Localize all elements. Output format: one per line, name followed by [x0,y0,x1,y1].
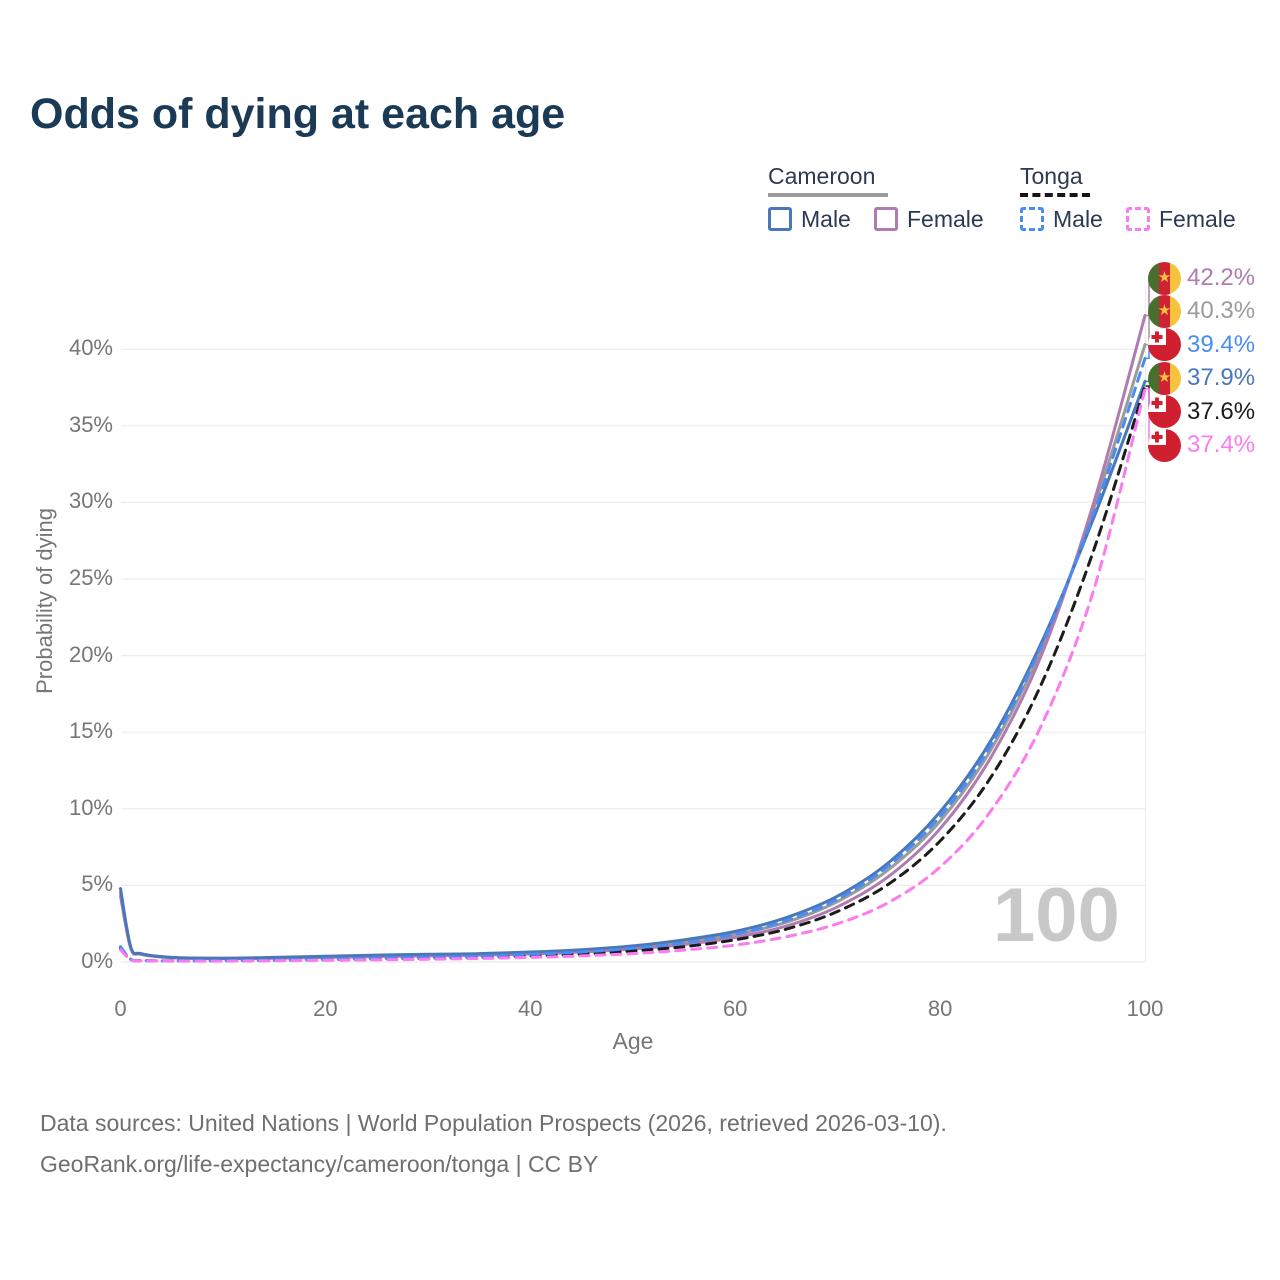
x-tick-label-40: 40 [518,996,543,1021]
cameroon-flag-icon: ★ [1148,261,1181,295]
x-tick-label-20: 20 [313,996,338,1021]
tonga-combined-line-swatch [1020,193,1090,197]
cameroon-combined-line-swatch [768,193,888,197]
legend-checkbox-cameroon-female[interactable] [874,207,898,231]
series-line-cameroon-both[interactable] [119,343,1147,960]
end-label-tonga-male: 39.4% [1148,327,1255,363]
y-tick-label-20: 20% [68,641,113,667]
series-line-cameroon-male[interactable] [119,379,1147,960]
age-watermark: 100 [993,873,1120,958]
tonga-flag-icon [1148,328,1181,362]
legend-checkbox-cameroon-male[interactable] [768,207,792,231]
y-tick-label-0: 0% [81,948,113,973]
end-label-tonga-female: 37.4% [1148,427,1255,463]
legend-group-tonga-title: Tonga [1020,163,1083,189]
cameroon-flag-icon: ★ [1148,294,1181,328]
y-tick-label-30: 30% [68,488,113,514]
end-label-cameroon-male: ★ 37.9% [1148,360,1255,396]
x-axis-title: Age [612,1028,654,1054]
x-tick-label-0: 0 [114,996,127,1021]
series-line-tonga-both[interactable] [119,384,1147,963]
series-line-tonga-female[interactable] [119,387,1147,963]
footer-attribution: GeoRank.org/life-expectancy/cameroon/ton… [40,1151,599,1177]
footer-data-sources: Data sources: United Nations | World Pop… [40,1110,947,1136]
end-label-cameroon-both: ★ 40.3% [1148,293,1255,329]
legend-label-cameroon-female: Female [907,206,984,232]
legend-label-tonga-female: Female [1159,206,1236,232]
series-end-value: 42.2% [1187,264,1256,291]
y-tick-label-5: 5% [81,871,113,897]
end-label-cameroon-female: ★ 42.2% [1148,260,1255,296]
legend-label-cameroon-male: Male [801,206,851,232]
legend-checkbox-tonga-female[interactable] [1126,207,1150,231]
tonga-flag-icon [1148,395,1181,429]
legend-group-cameroon-title: Cameroon [768,163,876,189]
cameroon-flag-icon: ★ [1148,361,1181,395]
series-end-value: 40.3% [1187,297,1256,325]
series-line-tonga-male[interactable] [119,356,1147,963]
tonga-flag-icon [1148,428,1181,462]
x-tick-label-100: 100 [1126,996,1164,1021]
end-label-tonga-both: 37.6% [1148,394,1255,430]
series-line-cameroon-female[interactable] [119,314,1147,961]
legend-checkbox-tonga-male[interactable] [1020,207,1044,231]
legend-label-tonga-male: Male [1053,206,1103,232]
series-end-value: 37.6% [1187,397,1256,425]
y-tick-label-40: 40% [68,335,113,361]
series-end-value: 37.9% [1187,364,1256,392]
y-tick-label-25: 25% [68,565,113,590]
x-tick-label-60: 60 [722,996,748,1021]
y-tick-label-15: 15% [68,718,113,744]
y-tick-label-10: 10% [68,794,113,820]
y-tick-label-35: 35% [68,411,113,437]
series-end-value: 37.4% [1187,431,1256,458]
x-tick-label-80: 80 [927,996,953,1021]
page-title: Odds of dying at each age [30,90,566,138]
series-end-value: 39.4% [1187,330,1256,358]
